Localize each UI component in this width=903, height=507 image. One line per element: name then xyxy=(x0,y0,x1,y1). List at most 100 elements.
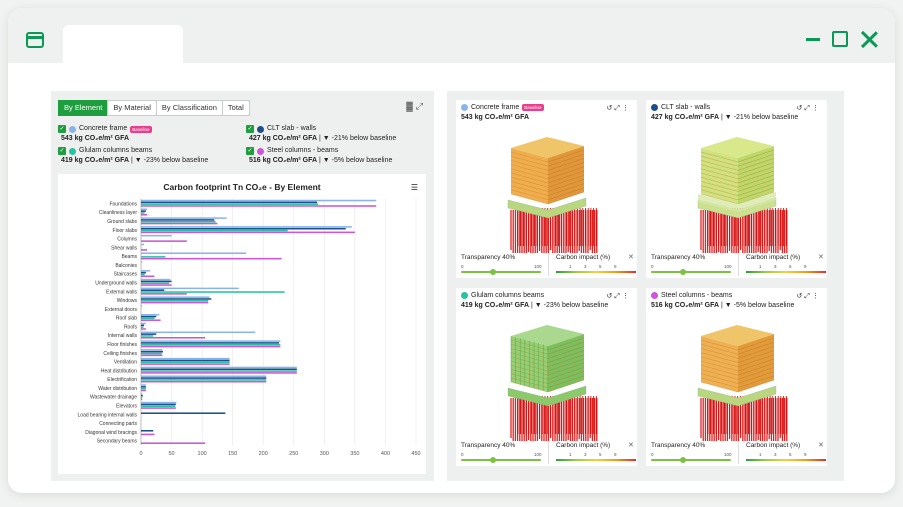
building-model-image[interactable] xyxy=(456,316,637,455)
card-toolbar: ↺⤢⋮ xyxy=(797,292,821,301)
bar xyxy=(141,305,143,307)
bar xyxy=(141,384,146,386)
carbon-scale-tick: 9 xyxy=(614,264,617,269)
legend-item[interactable]: ✓ Glulam columns beams 419 kg CO₂e/m² GFA… xyxy=(58,146,248,166)
expand-icon[interactable]: ⤢ xyxy=(415,101,426,111)
close-icon[interactable]: ✕ xyxy=(818,254,824,261)
checkbox-icon[interactable]: ✓ xyxy=(246,125,254,133)
close-icon[interactable]: ✕ xyxy=(818,442,824,449)
bar xyxy=(141,214,148,216)
card-toolbar: ↺⤢⋮ xyxy=(607,104,631,113)
bar xyxy=(141,386,146,388)
building-model-image[interactable] xyxy=(646,316,827,455)
tab-by-element[interactable]: By Element xyxy=(58,100,109,116)
bar xyxy=(141,370,297,372)
category-label: Beams xyxy=(121,254,137,260)
close-icon[interactable]: ✕ xyxy=(628,254,634,261)
legend-item[interactable]: ✓ Concrete frame Baseline 543 kg CO₂e/m² G… xyxy=(58,124,248,144)
bar xyxy=(141,322,146,325)
building-model-image[interactable] xyxy=(456,128,637,267)
browser-tab[interactable] xyxy=(63,25,183,67)
bar xyxy=(141,229,288,232)
bar xyxy=(141,331,256,334)
legend-item[interactable]: ✓ CLT slab - walls 427 kg CO₂e/m² GFA | ▼… xyxy=(246,124,436,144)
chart-type-icon[interactable]: ▓ xyxy=(406,101,416,111)
slider-handle[interactable] xyxy=(680,269,686,275)
category-label: Roofs xyxy=(124,324,138,330)
transparency-min: 0 xyxy=(651,452,654,457)
bar xyxy=(141,350,163,353)
carbon-scale-tick: 9 xyxy=(614,452,617,457)
expand-icon[interactable]: ⤢ xyxy=(614,293,622,300)
maximize-icon[interactable] xyxy=(832,31,848,47)
legend-item[interactable]: ✓ Steel columns - beams 516 kg CO₂e/m² GF… xyxy=(246,146,436,166)
carbon-scale-tick: 5 xyxy=(599,452,602,457)
more-icon[interactable]: ⋮ xyxy=(622,105,631,112)
legend-value: 427 kg CO₂e/m² GFA | ▼ -21% below baseli… xyxy=(249,135,397,142)
bar xyxy=(141,375,267,378)
category-label: Secondary beams xyxy=(97,439,138,445)
category-label: Balconies xyxy=(115,263,137,269)
building-model-image[interactable] xyxy=(646,128,827,267)
bar xyxy=(141,333,157,335)
category-label: Staircases xyxy=(114,272,138,278)
category-label: Underground walls xyxy=(95,280,137,286)
x-tick-label: 300 xyxy=(320,451,329,457)
transparency-label: Transparency 40% xyxy=(461,442,516,449)
category-label: Ceiling finishes xyxy=(103,351,137,357)
chart-title: Carbon footprint Tn CO₂e - By Element xyxy=(163,182,321,192)
chart-tool-icons: ▓⤢ xyxy=(406,101,426,112)
transparency-slider[interactable] xyxy=(651,269,731,275)
reset-view-icon[interactable]: ↺ xyxy=(606,105,615,112)
card-value: 427 kg CO₂e/m² GFA | ▼ -21% below baseli… xyxy=(651,114,799,121)
bar xyxy=(141,335,154,337)
expand-icon[interactable]: ⤢ xyxy=(804,293,812,300)
model-viewport[interactable] xyxy=(456,316,637,455)
transparency-slider[interactable] xyxy=(461,457,541,463)
card-title: Concrete frame Baseline xyxy=(461,104,544,111)
model-viewport[interactable] xyxy=(456,128,637,267)
series-dot-icon xyxy=(69,147,76,155)
tab-by-material[interactable]: By Material xyxy=(107,100,157,116)
carbon-impact-label: Carbon impact (%) xyxy=(556,254,611,261)
tab-by-classification[interactable]: By Classification xyxy=(155,100,223,116)
bar xyxy=(141,345,281,348)
expand-icon[interactable]: ⤢ xyxy=(614,105,622,112)
window-app-icon xyxy=(26,32,44,48)
x-tick-label: 350 xyxy=(350,451,359,457)
more-icon[interactable]: ⋮ xyxy=(812,105,821,112)
card-controls: Transparency 40% 0 100 Carbon impact (%)… xyxy=(646,252,827,278)
app-window: By Element By Material By Classification… xyxy=(8,8,895,493)
bar xyxy=(141,387,146,390)
chart-menu-icon[interactable]: ☰ xyxy=(410,183,418,192)
bar xyxy=(141,222,218,225)
checkbox-icon[interactable]: ✓ xyxy=(58,147,66,155)
slider-handle[interactable] xyxy=(490,269,496,275)
model-viewport[interactable] xyxy=(646,128,827,267)
reset-view-icon[interactable]: ↺ xyxy=(606,293,615,300)
bar xyxy=(141,326,144,328)
checkbox-icon[interactable]: ✓ xyxy=(246,147,254,155)
more-icon[interactable]: ⋮ xyxy=(622,293,631,300)
category-label: Floor finishes xyxy=(107,342,137,348)
carbon-scale-tick: 5 xyxy=(789,452,792,457)
reset-view-icon[interactable]: ↺ xyxy=(796,293,805,300)
transparency-label: Transparency 40% xyxy=(651,254,706,261)
expand-icon[interactable]: ⤢ xyxy=(804,105,812,112)
minimize-icon[interactable] xyxy=(804,30,822,48)
tab-total[interactable]: Total xyxy=(221,100,250,116)
bar xyxy=(141,275,155,278)
slider-handle[interactable] xyxy=(490,457,496,463)
close-icon[interactable]: ✕ xyxy=(628,442,634,449)
model-viewport[interactable] xyxy=(646,316,827,455)
reset-view-icon[interactable]: ↺ xyxy=(796,105,805,112)
divider xyxy=(548,254,549,276)
checkbox-icon[interactable]: ✓ xyxy=(58,125,66,133)
close-icon[interactable] xyxy=(860,30,878,48)
carbon-scale-tick: 3 xyxy=(584,452,587,457)
more-icon[interactable]: ⋮ xyxy=(812,293,821,300)
bar xyxy=(141,300,209,302)
transparency-slider[interactable] xyxy=(461,269,541,275)
transparency-slider[interactable] xyxy=(651,457,731,463)
slider-handle[interactable] xyxy=(680,457,686,463)
